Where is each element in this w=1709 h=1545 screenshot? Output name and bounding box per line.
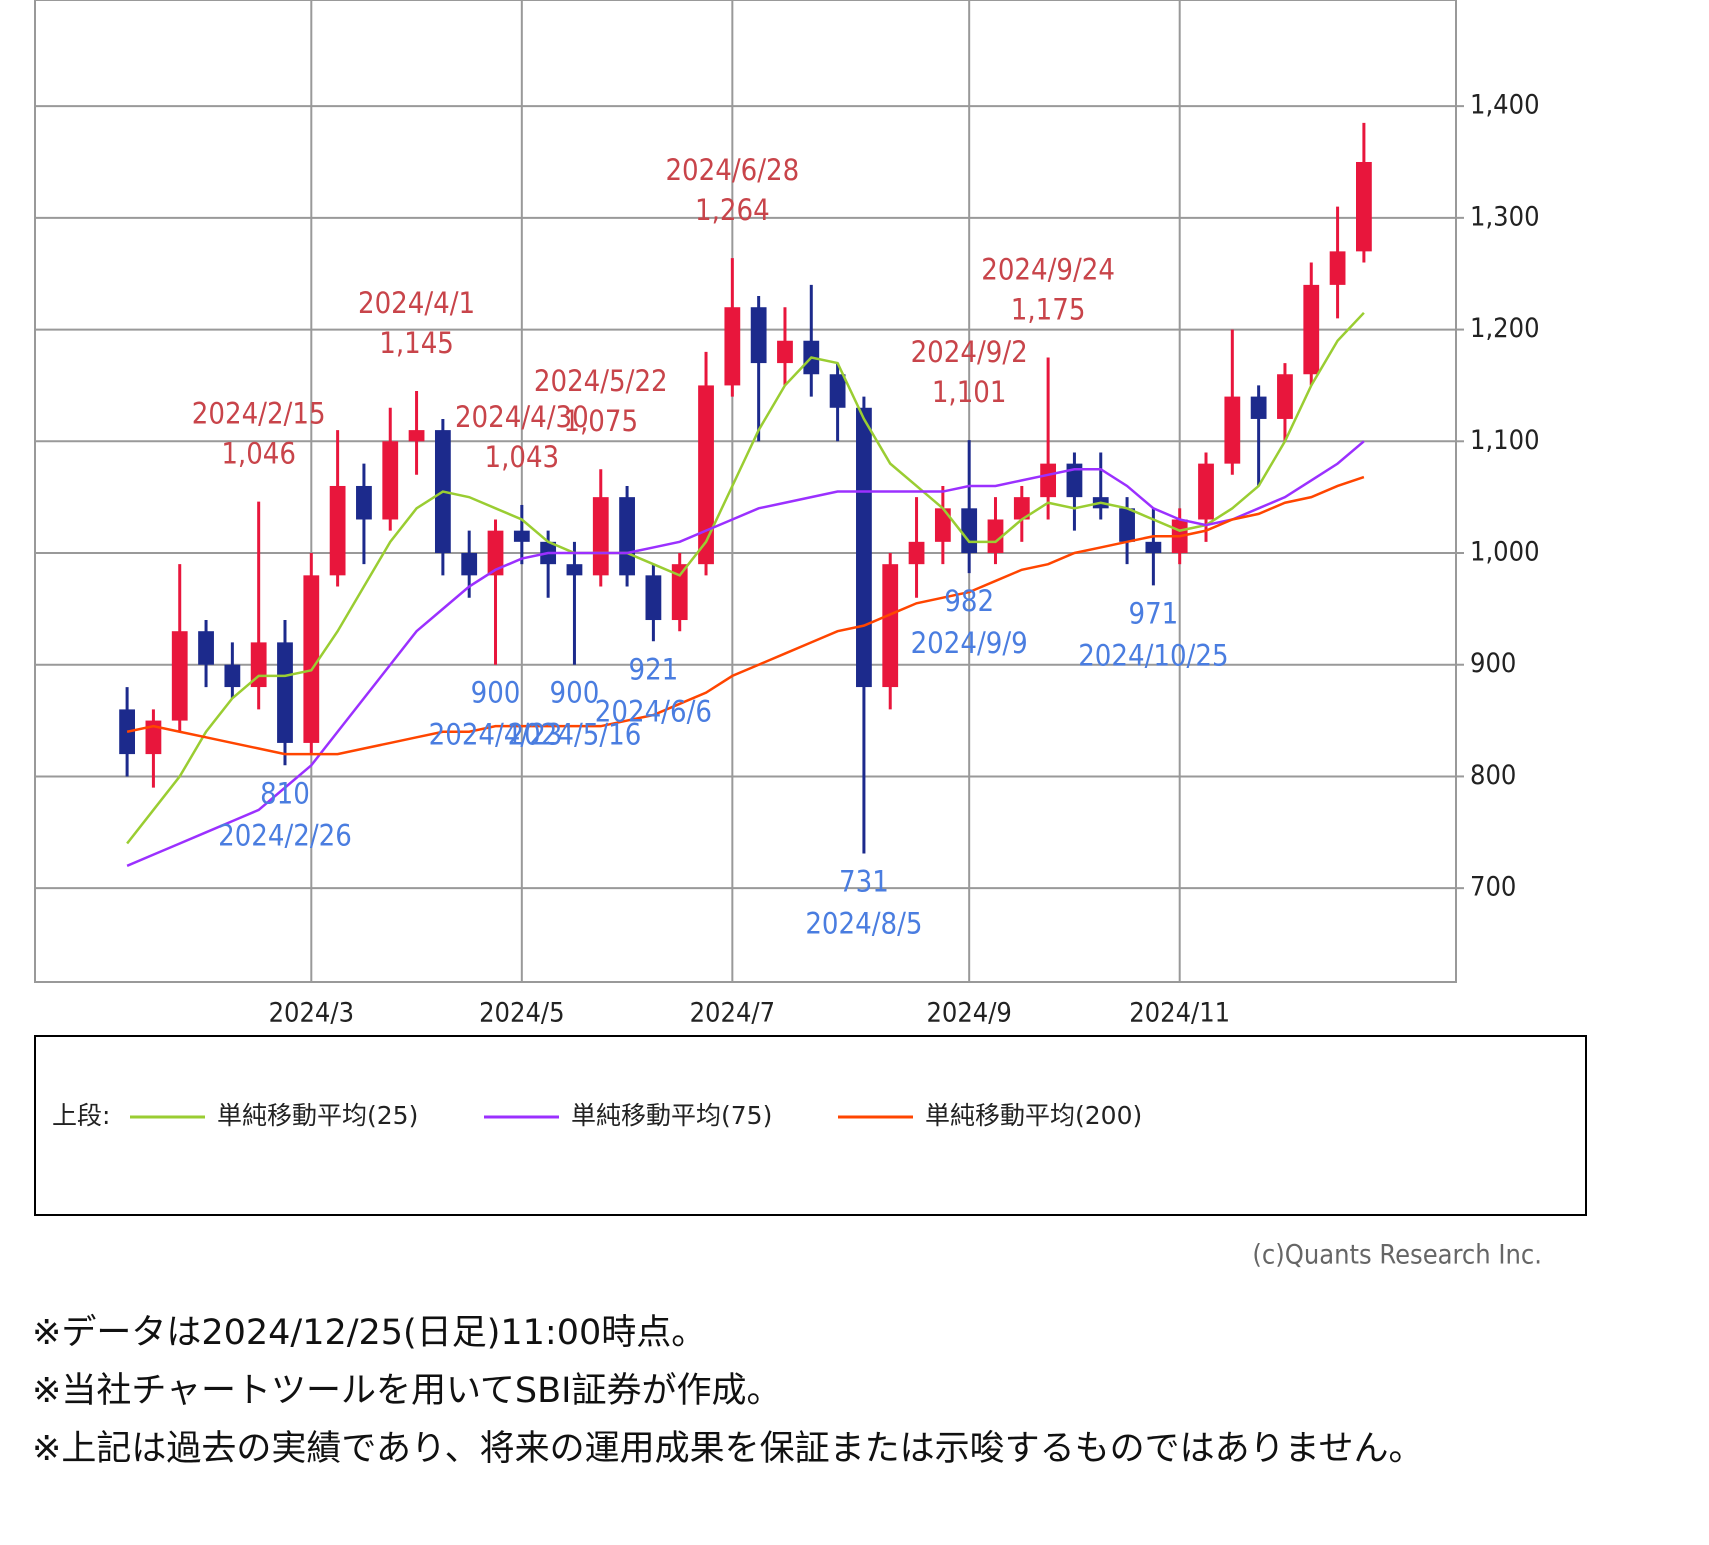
candle-body <box>513 530 530 542</box>
candle-body <box>329 485 346 576</box>
candle-body <box>461 553 478 576</box>
annotation-date: 2024/4/30 <box>455 400 589 434</box>
annotation-value: 1,101 <box>932 375 1007 409</box>
annotation-date: 2024/9/9 <box>911 626 1028 660</box>
y-tick-label: 1,400 <box>1470 90 1540 121</box>
annotation-date: 2024/5/22 <box>534 364 668 398</box>
candle-body <box>882 564 899 688</box>
candle-body <box>777 340 793 364</box>
annotation-date: 2024/4/23 <box>429 718 563 752</box>
y-tick-label: 1,200 <box>1470 313 1540 344</box>
annotation-date: 2024/5/16 <box>508 718 642 752</box>
candle-body <box>856 407 872 688</box>
candle-body <box>908 541 925 565</box>
note: ※データは2024/12/25(日足)11:00時点。 <box>32 1313 706 1353</box>
annotation-value: 1,046 <box>221 437 296 471</box>
annotation-date: 2024/9/24 <box>981 252 1115 286</box>
candle-body <box>724 307 741 386</box>
candle-body <box>1303 284 1320 375</box>
candle-body <box>356 485 372 520</box>
candle-body <box>1250 396 1267 419</box>
candle-body <box>171 631 188 721</box>
annotation-value: 921 <box>628 652 678 686</box>
plot-frame <box>34 0 1457 983</box>
plot: 700 800 900 1,000 1,100 1,200 1,300 1,400 2024/3… <box>35 0 1540 1029</box>
candle-body <box>487 530 504 576</box>
annotation-value: 1,075 <box>563 404 638 438</box>
annotation-date: 2024/2/26 <box>218 818 352 852</box>
candle-body <box>1013 497 1030 520</box>
annotation-date: 2024/8/5 <box>805 907 922 941</box>
annotation-value: 1,264 <box>695 193 770 227</box>
ma-line <box>126 440 1365 867</box>
candle-body <box>645 575 662 621</box>
note: ※当社チャートツールを用いてSBI証券が作成。 <box>32 1371 781 1411</box>
annotation-value: 1,145 <box>379 326 454 360</box>
candle-body <box>829 374 846 408</box>
candle-body <box>277 642 293 743</box>
annotation-value: 900 <box>550 676 600 710</box>
copyright: (c)Quants Research Inc. <box>1252 1240 1542 1271</box>
candle-body <box>1145 541 1162 554</box>
annotation-value: 900 <box>471 676 521 710</box>
candle-body <box>1198 463 1214 520</box>
candle-body <box>671 564 688 621</box>
annotation-value: 731 <box>839 865 889 899</box>
annotation-value: 1,175 <box>1011 292 1086 326</box>
x-tick-label: 2024/3 <box>269 998 354 1029</box>
candle-body <box>987 519 1004 554</box>
candle-body <box>934 508 951 542</box>
x-tick-label: 2024/7 <box>690 998 775 1029</box>
y-tick-label: 900 <box>1470 648 1516 679</box>
candle-body <box>382 441 399 520</box>
legend: 単純移動平均(25) 単純移動平均(75) 単純移動平均(200) <box>130 1101 1142 1130</box>
candle-body <box>1329 251 1346 285</box>
candle-body <box>1119 508 1135 542</box>
ma-line <box>126 311 1365 845</box>
candle-body <box>198 631 214 665</box>
legend-prefix: 上段: <box>52 1101 110 1130</box>
candle-body <box>408 430 425 442</box>
annotation-date: 2024/9/2 <box>911 335 1028 369</box>
y-tick-label: 1,300 <box>1470 201 1540 232</box>
candle-body <box>1277 374 1293 419</box>
legend-label: 単純移動平均(75) <box>571 1101 772 1130</box>
legend-label: 単純移動平均(25) <box>217 1101 418 1130</box>
annotation-date: 2024/6/6 <box>595 694 712 728</box>
legend-box <box>34 1035 1587 1216</box>
candle-body <box>750 307 767 364</box>
candle-body <box>1066 463 1083 498</box>
candle-body <box>592 497 609 576</box>
annotation-date: 2024/4/1 <box>358 286 475 320</box>
annotation-value: 1,043 <box>484 440 559 474</box>
ma-line <box>126 475 1365 756</box>
y-tick-label: 1,000 <box>1470 537 1540 568</box>
candle-body <box>1040 463 1057 498</box>
note: ※上記は過去の実績であり、将来の運用成果を保証または示唆するものではありません。 <box>32 1429 1424 1469</box>
candle-body <box>303 575 320 743</box>
candle-body <box>1224 396 1241 464</box>
candle-body <box>145 720 162 755</box>
candle-body <box>698 385 714 565</box>
x-tick-label: 2024/9 <box>926 998 1011 1029</box>
candle-body <box>961 508 978 554</box>
annotation-date: 2024/2/15 <box>192 397 326 431</box>
y-tick-label: 800 <box>1470 760 1516 791</box>
y-tick-label: 700 <box>1470 872 1516 903</box>
annotation-date: 2024/10/25 <box>1078 638 1228 672</box>
x-tick-label: 2024/11 <box>1129 998 1230 1029</box>
annotation-value: 810 <box>260 776 310 810</box>
annotation-value: 971 <box>1128 596 1178 630</box>
candle-body <box>619 497 635 576</box>
legend-label: 単純移動平均(200) <box>925 1101 1142 1130</box>
annotation-value: 982 <box>944 584 994 618</box>
candle-body <box>1356 161 1372 252</box>
candle-body <box>566 564 583 576</box>
x-tick-label: 2024/5 <box>479 998 564 1029</box>
annotation-date: 2024/6/28 <box>665 153 799 187</box>
y-tick-label: 1,100 <box>1470 425 1540 456</box>
candle-body <box>224 664 241 688</box>
